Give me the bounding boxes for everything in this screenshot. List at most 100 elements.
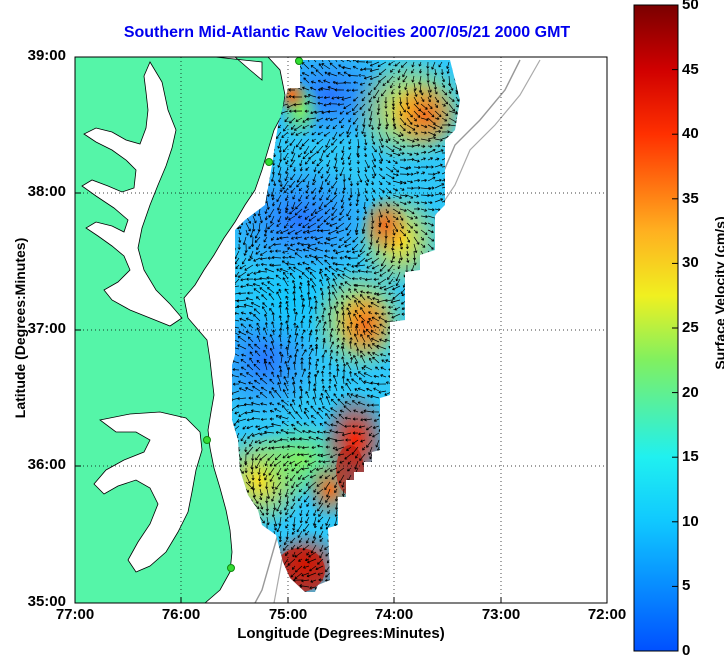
velocity-vector-arrow [291,399,296,406]
velocity-vector-arrow [385,152,393,157]
velocity-vector-arrow [378,68,387,76]
velocity-vector-arrow [275,249,281,253]
velocity-vector-arrow [268,243,275,249]
velocity-vector-arrow [377,278,387,285]
velocity-vector-arrow [307,283,311,294]
velocity-vector-arrow [420,150,427,154]
velocity-vector-arrow [282,389,289,399]
velocity-vector-arrow [413,89,418,97]
velocity-vector-arrow [272,489,276,495]
velocity-vector-arrow [352,250,359,254]
velocity-vector-arrow [292,390,296,399]
velocity-vector-arrow [296,421,303,427]
velocity-vector-arrow [333,481,338,489]
velocity-vector-arrow [345,438,351,442]
velocity-vector-arrow [406,172,414,176]
velocity-vector-arrow [428,165,434,169]
velocity-vector-arrow [364,159,370,169]
velocity-vector-arrow [283,537,289,546]
velocity-vector-arrow [313,488,317,493]
velocity-vector-arrow [238,236,242,243]
velocity-vector-arrow [326,159,331,167]
velocity-vector-arrow [400,158,407,162]
velocity-vector-arrow [328,319,332,329]
velocity-vector-arrow [400,61,408,68]
velocity-vector-arrow [441,117,448,122]
velocity-vector-arrow [322,365,326,371]
velocity-vector-arrow [301,329,306,336]
velocity-vector-arrow [242,425,247,430]
velocity-vector-arrow [312,173,317,182]
velocity-vector-arrow [341,385,345,392]
velocity-vector-arrow [302,117,310,123]
velocity-vector-arrow [318,187,324,193]
velocity-vector-arrow [336,328,341,336]
velocity-vector-arrow [413,215,418,219]
velocity-vector-arrow [252,282,261,287]
velocity-vector-arrow [356,159,360,165]
velocity-vector-arrow [292,523,296,531]
velocity-vector-arrow [317,222,324,229]
velocity-vector-arrow [325,565,331,573]
velocity-vector-arrow [329,349,333,357]
velocity-vector-arrow [392,222,399,233]
velocity-vector-arrow [347,152,352,160]
velocity-vector-arrow [256,359,261,364]
velocity-vector-arrow [327,110,338,114]
velocity-vector-arrow [324,71,331,77]
velocity-vector-arrow [271,509,275,518]
velocity-vector-arrow [279,322,283,329]
velocity-vector-arrow [335,358,339,364]
velocity-vector-arrow [369,68,380,73]
velocity-vector-arrow [256,243,261,251]
velocity-vector-arrow [325,138,331,148]
velocity-vector-arrow [335,420,345,427]
velocity-vector-arrow [420,215,428,219]
velocity-vector-arrow [356,215,360,221]
velocity-vector-arrow [289,159,296,168]
velocity-vector-arrow [289,138,296,146]
velocity-vector-arrow [399,145,406,149]
velocity-vector-arrow [245,387,254,392]
velocity-vector-arrow [312,201,317,206]
velocity-vector-arrow [372,342,380,350]
velocity-vector-arrow [284,488,289,498]
velocity-vector-arrow [243,250,247,256]
velocity-vector-arrow [368,96,373,103]
velocity-vector-arrow [325,60,331,63]
velocity-vector-arrow [327,298,332,308]
velocity-vector-arrow [354,460,359,470]
velocity-vector-arrow [315,336,319,343]
velocity-vector-arrow [303,145,310,155]
velocity-vector-arrow [377,61,387,68]
velocity-vector-arrow [305,516,310,524]
velocity-vector-arrow [319,279,324,287]
velocity-vector-arrow [290,222,296,229]
velocity-vector-arrow [325,413,331,420]
velocity-vector-arrow [331,272,338,280]
x-tick-label: 77:00 [55,606,95,623]
velocity-vector-arrow [366,403,373,407]
velocity-vector-arrow [370,222,374,230]
velocity-vector-arrow [303,77,310,84]
velocity-vector-arrow [397,82,401,89]
velocity-vector-arrow [418,68,423,74]
velocity-vector-arrow [363,131,367,138]
velocity-vector-arrow [282,544,289,551]
radar-station-marker [265,158,273,166]
velocity-vector-arrow [294,372,298,378]
velocity-vector-arrow [385,110,389,118]
velocity-vector-arrow [269,390,275,399]
velocity-vector-arrow [304,102,310,106]
velocity-vector-arrow [236,304,247,309]
velocity-vector-arrow [266,488,271,500]
velocity-vector-arrow [356,152,360,158]
velocity-vector-arrow [271,201,276,207]
colorbar-tick-label: 15 [682,448,699,465]
velocity-vector-arrow [353,96,359,102]
velocity-vector-arrow [420,236,424,241]
velocity-vector-arrow [297,445,303,449]
velocity-vector-arrow [346,392,352,399]
velocity-vector-arrow [240,432,247,442]
velocity-vector-arrow [371,166,377,177]
